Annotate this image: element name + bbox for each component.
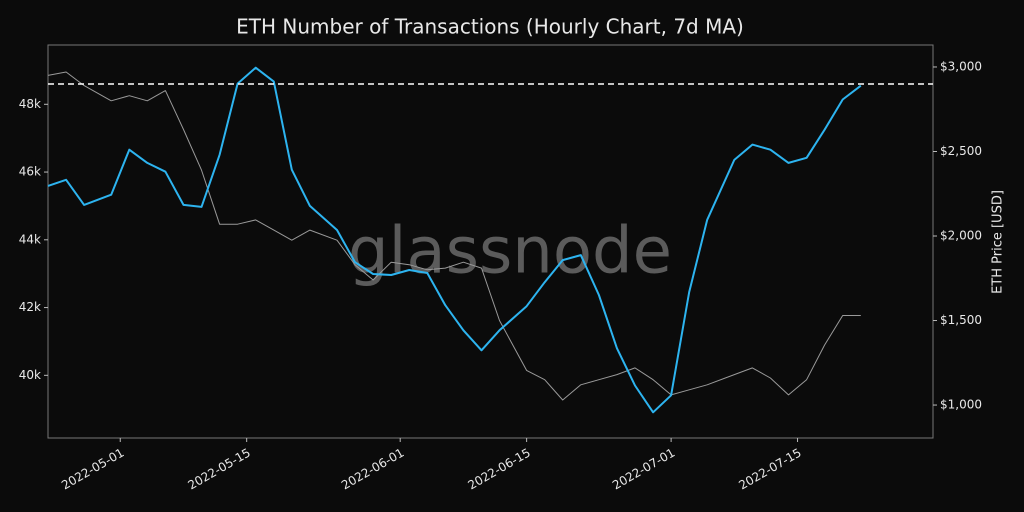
y2-axis-label: ETH Price [USD] [991, 190, 1006, 294]
y-tick-label: 40k [19, 368, 41, 382]
y2-tick-label: $3,000 [940, 59, 982, 73]
y-tick-label: 44k [19, 232, 41, 246]
y2-tick-label: $1,000 [940, 398, 982, 412]
y2-tick-label: $2,000 [940, 229, 982, 243]
y-tick-label: 48k [19, 97, 41, 111]
y2-tick-label: $1,500 [940, 313, 982, 327]
transactions-line [47, 66, 862, 414]
chart-title: ETH Number of Transactions (Hourly Chart… [236, 15, 744, 39]
watermark: glassnode [348, 215, 672, 289]
plot-frame [47, 44, 934, 439]
y-tick-label: 46k [19, 165, 41, 179]
price-line [47, 71, 861, 401]
y2-tick-label: $2,500 [940, 144, 982, 158]
y-tick-label: 42k [19, 300, 41, 314]
